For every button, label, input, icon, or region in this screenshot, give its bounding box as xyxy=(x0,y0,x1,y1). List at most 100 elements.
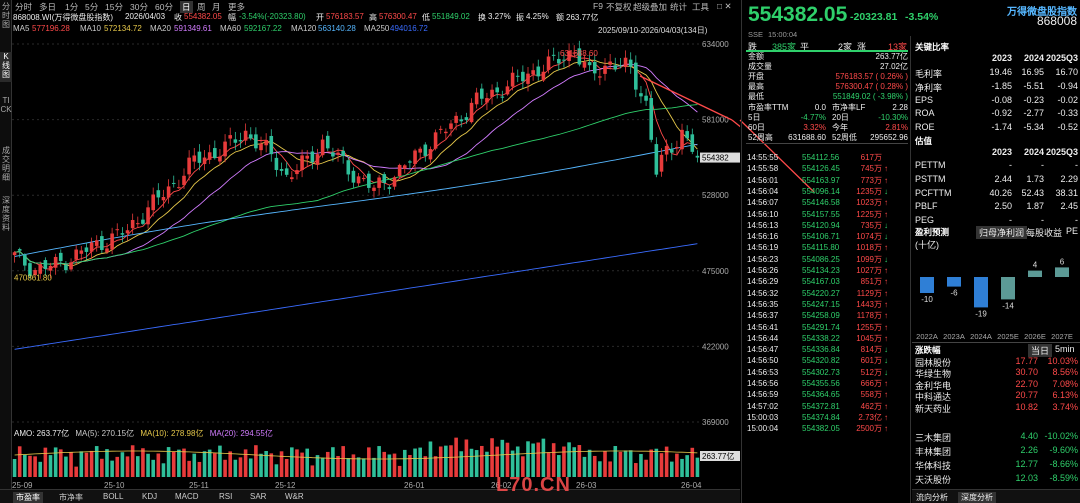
ratios-year-3: 2025Q3 xyxy=(1045,53,1078,63)
amount-bar xyxy=(546,452,551,477)
tab-sar[interactable]: SAR xyxy=(250,492,267,501)
candle-body xyxy=(64,264,68,271)
candle-body xyxy=(238,140,243,142)
tick-price: 554338.22 xyxy=(802,333,840,343)
tab-timeshare[interactable]: 分时图 xyxy=(2,2,10,29)
tick-time: 14:56:23 xyxy=(747,254,779,264)
amount-bar xyxy=(392,453,397,477)
mover-name[interactable]: 华绿生物 xyxy=(915,369,952,380)
kline-chart[interactable]: 634000 581000 528000 475000 422000 369000 6316… xyxy=(12,34,740,434)
mover-price: 17.77 xyxy=(1015,356,1038,366)
tab-pe[interactable]: 市盈率 xyxy=(13,492,43,503)
amount-bar xyxy=(228,451,233,477)
tab-kline[interactable]: K线图 xyxy=(0,52,12,82)
amount-chart[interactable]: 263.77亿 25-09 25-10 25-11 25-12 26-01 26-02 26-… xyxy=(12,437,740,489)
flat-count: 2家 xyxy=(838,42,853,52)
ratio-value: 38.31 xyxy=(1055,187,1078,198)
tab-trade-detail[interactable]: 成交明细 xyxy=(2,146,10,182)
trend-line[interactable] xyxy=(639,75,733,121)
candle-body xyxy=(254,134,258,149)
tab-pb[interactable]: 市净率 xyxy=(59,493,83,502)
mover-pct: 10.03% xyxy=(1047,356,1078,366)
period-more[interactable]: 更多 xyxy=(228,2,246,12)
mover-name[interactable]: 华体科技 xyxy=(915,461,952,471)
mover-price: 22.70 xyxy=(1015,378,1038,389)
amount-bar xyxy=(58,449,63,477)
candle-body xyxy=(649,98,654,140)
y-axis-label: 422000 xyxy=(702,342,729,351)
candle-body xyxy=(680,129,684,150)
amount-bar xyxy=(151,459,155,477)
stats-button[interactable]: 统计 xyxy=(670,2,688,12)
mover-name[interactable]: 金利华电 xyxy=(915,380,952,391)
candle-body xyxy=(151,194,155,211)
candle-body xyxy=(284,168,289,175)
tab-macd[interactable]: MACD xyxy=(175,492,199,501)
forecast-tab-eps[interactable]: 每股收益 xyxy=(1026,228,1063,238)
tab-depth-data[interactable]: 深度资料 xyxy=(2,196,10,232)
candle-body xyxy=(510,72,515,87)
period-week[interactable]: 周 xyxy=(197,2,206,12)
indicator-tabs: 市盈率 市净率 BOLL KDJ MACD RSI SAR W&R xyxy=(0,489,740,503)
period-timeshare[interactable]: 分时 xyxy=(15,2,33,12)
forecast-tab-pe[interactable]: PE xyxy=(1066,226,1079,236)
window-controls-icon[interactable]: □ ✕ xyxy=(717,1,732,11)
ratio-value: 40.26 xyxy=(989,187,1012,198)
forecast-tab-profit[interactable]: 归母净利润 xyxy=(976,226,1028,239)
amount-bar xyxy=(74,466,78,477)
period-month[interactable]: 月 xyxy=(212,2,221,12)
candle-body xyxy=(428,149,433,160)
tab-boll[interactable]: BOLL xyxy=(103,492,124,501)
f9-button[interactable]: F9 xyxy=(593,1,603,11)
tab-rsi[interactable]: RSI xyxy=(219,492,233,501)
period-5min[interactable]: 5分 xyxy=(85,2,99,12)
x-axis-label: 25-12 xyxy=(275,481,296,489)
candle-body xyxy=(28,263,32,276)
movers-tab-today[interactable]: 当日 xyxy=(1028,344,1053,357)
y-axis-label: 581000 xyxy=(702,116,729,125)
tick-volume: 745万 xyxy=(860,164,882,174)
tab-wr[interactable]: W&R xyxy=(285,492,304,501)
tick-volume: 1027万 xyxy=(856,266,882,275)
tab-kdj[interactable]: KDJ xyxy=(142,492,158,501)
period-30min[interactable]: 30分 xyxy=(130,2,148,12)
overlay-button[interactable]: 超级叠加 xyxy=(633,2,668,12)
mover-name[interactable]: 丰林集团 xyxy=(915,447,952,457)
amount-bar xyxy=(300,452,304,477)
amount-bar xyxy=(551,443,556,477)
right-bottom-tabs: 流向分析 深度分析 xyxy=(912,489,1080,503)
amount-bar xyxy=(603,451,607,477)
period-day[interactable]: 日 xyxy=(180,1,193,13)
pe-ttm-label: 市盈率TTM xyxy=(748,103,789,112)
mover-name[interactable]: 新天药业 xyxy=(915,403,952,414)
tools-button[interactable]: 工具 xyxy=(692,2,710,12)
tab-tick[interactable]: TICK xyxy=(0,96,12,114)
mover-pct: -8.59% xyxy=(1049,473,1078,483)
mover-name[interactable]: 中科通达 xyxy=(915,392,952,403)
tick-time: 14:56:01 xyxy=(747,175,779,185)
candle-body xyxy=(387,187,392,189)
no-adjust-button[interactable]: 不复权 xyxy=(606,2,632,12)
candle-body xyxy=(598,76,602,78)
period-15min[interactable]: 15分 xyxy=(105,2,123,12)
mover-name[interactable]: 三木集团 xyxy=(915,433,952,443)
tab-flow-analysis[interactable]: 流向分析 xyxy=(916,493,948,502)
mover-name[interactable]: 园林股份 xyxy=(915,358,952,368)
ratio-value: -0.08 xyxy=(991,94,1012,105)
mover-name[interactable]: 天沃股份 xyxy=(915,475,952,485)
period-multiday[interactable]: 多日 xyxy=(39,2,57,12)
candle-body xyxy=(587,62,592,66)
period-1min[interactable]: 1分 xyxy=(65,2,79,12)
tab-deep-analysis[interactable]: 深度分析 xyxy=(958,492,996,503)
tick-direction-icon: ↑ xyxy=(884,243,888,253)
candle-body xyxy=(141,219,145,224)
tick-list[interactable]: 14:55:55 554112.56 617万 14:55:58 554126.45 74… xyxy=(742,153,910,435)
movers-tab-5min[interactable]: 5min xyxy=(1055,344,1075,354)
period-60min[interactable]: 60分 xyxy=(155,2,173,12)
forecast-bar xyxy=(974,277,988,308)
52w-low-label: 52周低 xyxy=(832,133,857,142)
forecast-bar xyxy=(920,277,934,293)
tick-time: 14:56:56 xyxy=(747,379,779,388)
candle-body xyxy=(110,233,114,250)
ratio-value: 1.73 xyxy=(1026,173,1044,184)
